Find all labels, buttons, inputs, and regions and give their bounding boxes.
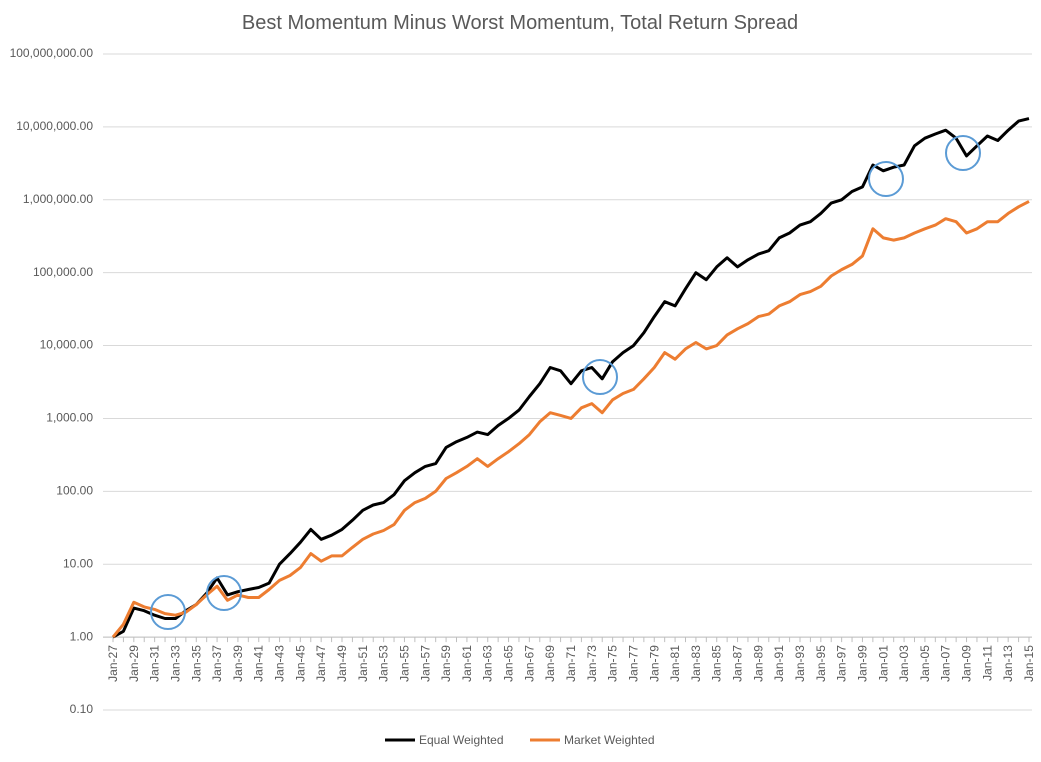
y-tick-label: 1,000.00 <box>46 411 93 425</box>
x-tick-label: Jan-79 <box>647 645 661 682</box>
x-tick-label: Jan-57 <box>418 645 432 682</box>
x-tick-label: Jan-75 <box>606 645 620 682</box>
x-tick-label: Jan-93 <box>793 645 807 682</box>
x-tick-label: Jan-15 <box>1022 645 1036 682</box>
x-tick-label: Jan-71 <box>564 645 578 682</box>
x-tick-label: Jan-81 <box>668 645 682 682</box>
y-tick-label: 10,000.00 <box>40 338 94 352</box>
x-tick-label: Jan-95 <box>814 645 828 682</box>
x-tick-label: Jan-39 <box>231 645 245 682</box>
highlight-circle <box>582 359 618 395</box>
x-tick-label: Jan-29 <box>127 645 141 682</box>
x-tick-label: Jan-27 <box>106 645 120 682</box>
y-tick-label: 10.00 <box>63 556 93 570</box>
x-tick-label: Jan-43 <box>273 645 287 682</box>
x-tick-label: Jan-01 <box>876 645 890 682</box>
highlight-circles <box>150 135 981 630</box>
x-tick-label: Jan-03 <box>897 645 911 682</box>
x-tick-label: Jan-87 <box>731 645 745 682</box>
x-tick-label: Jan-13 <box>1001 645 1015 682</box>
x-tick-label: Jan-35 <box>189 645 203 682</box>
highlight-circle <box>868 161 904 197</box>
x-tick-label: Jan-67 <box>522 645 536 682</box>
series-line <box>112 117 1030 639</box>
x-tick-label: Jan-69 <box>543 645 557 682</box>
series-line <box>111 200 1030 639</box>
y-tick-label: 10,000,000.00 <box>16 119 93 133</box>
chart-title: Best Momentum Minus Worst Momentum, Tota… <box>242 12 798 34</box>
x-tick-label: Jan-61 <box>460 645 474 682</box>
x-tick-label: Jan-59 <box>439 645 453 682</box>
x-tick-label: Jan-65 <box>502 645 516 682</box>
x-tick-label: Jan-05 <box>918 645 932 682</box>
y-tick-label: 0.10 <box>70 702 94 716</box>
highlight-circle <box>150 594 186 630</box>
x-tick-label: Jan-97 <box>835 645 849 682</box>
x-tick-label: Jan-83 <box>689 645 703 682</box>
x-tick-label: Jan-45 <box>293 645 307 682</box>
x-tick-label: Jan-77 <box>626 645 640 682</box>
x-tick-label: Jan-09 <box>960 645 974 682</box>
x-tick-label: Jan-33 <box>168 645 182 682</box>
y-tick-label: 1,000,000.00 <box>23 192 93 206</box>
y-tick-label: 100,000.00 <box>33 265 93 279</box>
y-tick-label: 100.00 <box>56 484 93 498</box>
x-tick-label: Jan-89 <box>751 645 765 682</box>
highlight-circle <box>206 575 242 611</box>
legend-label: Market Weighted <box>564 733 655 747</box>
plot-area: 0.10 1.00 10.00 100.00 1,000.00 10,000.00 100,… <box>10 46 1036 716</box>
x-tick-label: Jan-63 <box>481 645 495 682</box>
highlight-circle <box>945 135 981 171</box>
x-tick-label: Jan-37 <box>210 645 224 682</box>
legend-label: Equal Weighted <box>419 733 504 747</box>
x-tick-label: Jan-73 <box>585 645 599 682</box>
x-tick-label: Jan-11 <box>980 645 994 681</box>
x-tick-label: Jan-31 <box>148 645 162 682</box>
x-tick-label: Jan-51 <box>356 645 370 682</box>
x-tick-label: Jan-85 <box>710 645 724 682</box>
x-tick-label: Jan-07 <box>939 645 953 682</box>
y-tick-label: 1.00 <box>70 629 94 643</box>
y-tick-label: 100,000,000.00 <box>10 46 94 60</box>
x-tick-label: Jan-53 <box>377 645 391 682</box>
x-tick-label: Jan-41 <box>252 645 266 682</box>
x-tick-label: Jan-47 <box>314 645 328 682</box>
x-tick-label: Jan-99 <box>855 645 869 682</box>
x-tick-label: Jan-49 <box>335 645 349 682</box>
x-tick-label: Jan-91 <box>772 645 786 682</box>
x-tick-label: Jan-55 <box>397 645 411 682</box>
